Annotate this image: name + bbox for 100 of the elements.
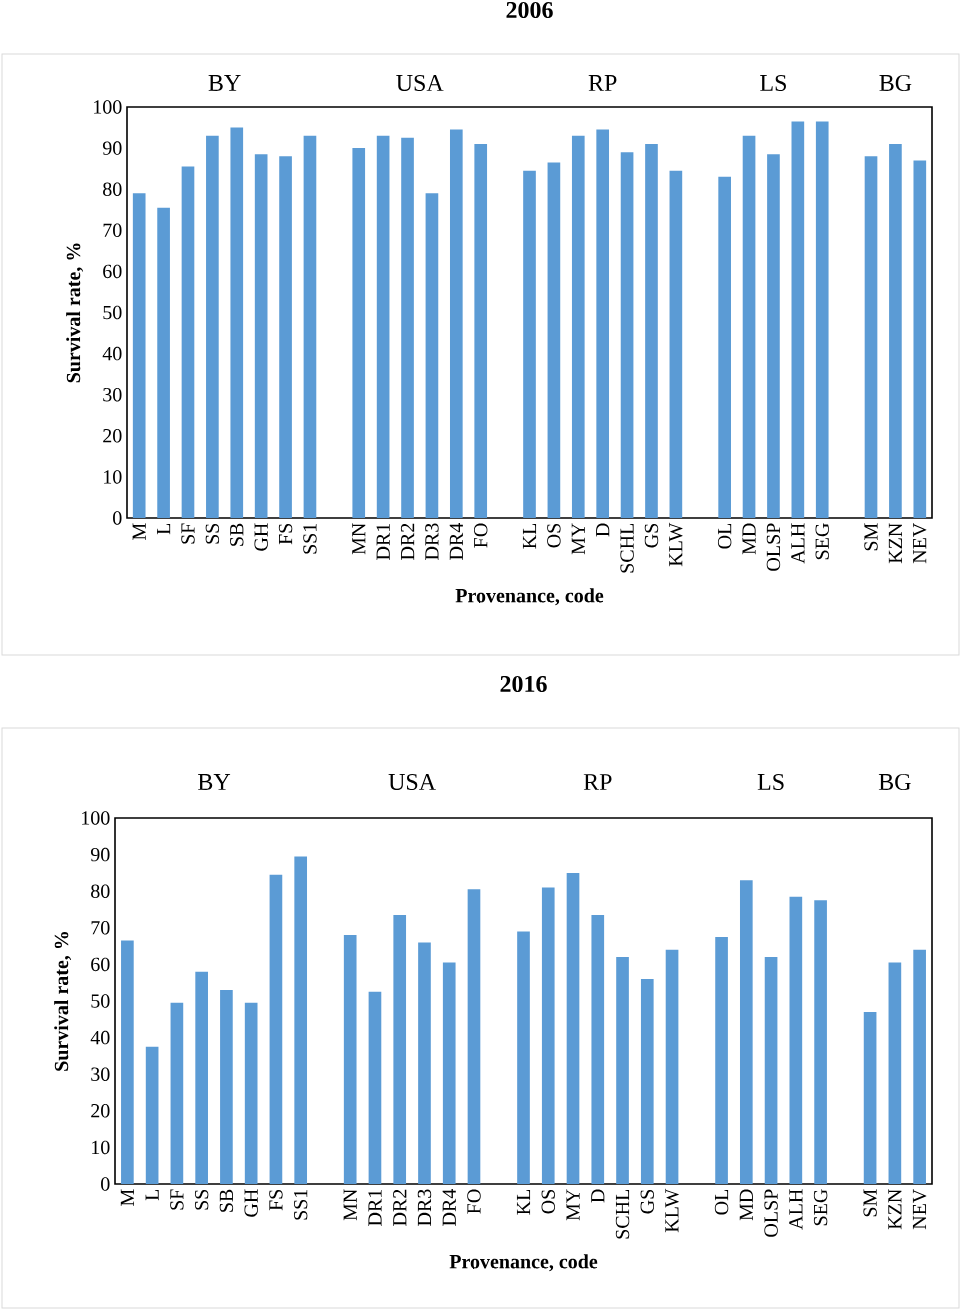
bar — [620, 152, 634, 518]
bar — [645, 143, 658, 518]
x-tick-label: FO — [467, 1189, 481, 1214]
x-tick-label: MD — [739, 1189, 753, 1221]
bar — [640, 979, 654, 1184]
bar — [547, 162, 561, 518]
x-tick-label: NEV — [912, 1188, 927, 1230]
x-tick-label: OLSP — [764, 1189, 778, 1237]
bar — [442, 962, 456, 1184]
x-tick-label: GH — [244, 1189, 258, 1217]
x-tick-label: ALH — [791, 523, 805, 564]
x-tick-label: DR1 — [368, 1189, 382, 1226]
bar — [279, 156, 292, 518]
text: BY — [208, 75, 241, 91]
bar — [791, 121, 805, 518]
y-tick-label: 10 — [104, 470, 122, 484]
x-tick-label: SB — [230, 523, 244, 546]
x-tick-label: KL — [516, 1189, 531, 1215]
bar — [474, 143, 488, 518]
text: BG — [878, 773, 911, 791]
bar — [517, 931, 530, 1184]
text: USA — [396, 74, 444, 92]
x-tick-label: DR3 — [417, 1189, 432, 1226]
y-tick-label: 50 — [91, 994, 110, 1008]
bar — [864, 156, 878, 518]
x-tick-label: SCHL — [620, 523, 634, 573]
x-tick-label: SS1 — [303, 523, 317, 554]
bar — [789, 896, 803, 1184]
x-tick-label: FS — [269, 1189, 283, 1211]
y-tick-label: 30 — [103, 387, 122, 402]
y-tick-label: 100 — [94, 100, 122, 114]
x-tick-label: GS — [640, 1189, 654, 1214]
x-tick-label: MN — [343, 1189, 357, 1221]
bar — [376, 135, 390, 518]
bar — [591, 914, 605, 1184]
x-tick-label: L — [145, 1189, 159, 1201]
y-tick-label: 10 — [92, 1140, 110, 1155]
bar — [343, 935, 357, 1184]
x-tick-label: SM — [864, 523, 878, 551]
x-tick-label: DR2 — [393, 1189, 407, 1226]
bar — [566, 872, 580, 1184]
y-tick-label: 80 — [103, 182, 122, 196]
text: RP — [588, 75, 617, 91]
bar — [181, 166, 195, 518]
bar — [294, 856, 308, 1184]
y-tick-label: 80 — [91, 884, 110, 898]
x-tick-label: KZN — [888, 523, 902, 564]
y-tick-label: 60 — [91, 957, 110, 972]
bar — [889, 143, 902, 518]
bar — [206, 135, 219, 518]
x-axis-title: Provenance, code — [449, 1254, 598, 1272]
bar — [368, 991, 382, 1184]
bar — [767, 154, 780, 518]
bar — [425, 193, 439, 518]
y-tick-label: 90 — [102, 141, 122, 155]
bar — [665, 949, 679, 1184]
bar — [220, 990, 233, 1184]
x-tick-label: NEV — [913, 522, 927, 564]
x-tick-label: OL — [717, 523, 732, 549]
bar — [121, 940, 134, 1184]
y-tick-label: 20 — [91, 1104, 110, 1118]
x-tick-label: SF — [170, 1189, 184, 1210]
y-tick-label: 40 — [102, 346, 122, 361]
bar — [132, 193, 146, 518]
y-tick-label: 60 — [103, 264, 122, 279]
x-tick-label: OL — [714, 1189, 729, 1215]
x-tick-label: D — [591, 1189, 605, 1203]
bar — [669, 170, 683, 518]
x-tick-label: ALH — [789, 1189, 803, 1230]
text: BY — [198, 774, 231, 790]
x-tick-label: SS1 — [293, 1189, 308, 1220]
bar — [352, 148, 366, 518]
bar — [715, 936, 728, 1184]
bar — [739, 880, 753, 1184]
x-tick-label: KZN — [888, 1189, 902, 1230]
y-tick-label: 70 — [103, 223, 122, 238]
x-tick-label: SEG — [815, 523, 829, 560]
bar — [888, 962, 902, 1184]
bar — [523, 170, 536, 518]
chart-title: 2016 — [500, 675, 547, 693]
x-tick-label: DR3 — [425, 523, 439, 560]
bar — [244, 1002, 258, 1184]
x-tick-label: DR2 — [400, 523, 415, 560]
y-tick-label: 40 — [90, 1030, 110, 1045]
chart-title: 2006 — [506, 1, 553, 19]
x-tick-label: FO — [474, 523, 488, 548]
bar — [718, 176, 731, 518]
y-tick-label: 50 — [103, 305, 122, 320]
x-tick-label: KL — [522, 523, 537, 549]
text: USA — [388, 773, 436, 791]
bar — [467, 889, 481, 1184]
x-tick-label: MY — [566, 1189, 580, 1221]
bar — [449, 129, 463, 518]
x-tick-label: SCHL — [615, 1189, 630, 1239]
bar — [815, 121, 829, 518]
x-tick-label: KLW — [665, 1188, 679, 1233]
y-tick-label: 0 — [113, 511, 122, 525]
x-tick-label: SF — [181, 523, 195, 544]
x-tick-label: MN — [352, 523, 366, 555]
bar — [742, 135, 756, 518]
